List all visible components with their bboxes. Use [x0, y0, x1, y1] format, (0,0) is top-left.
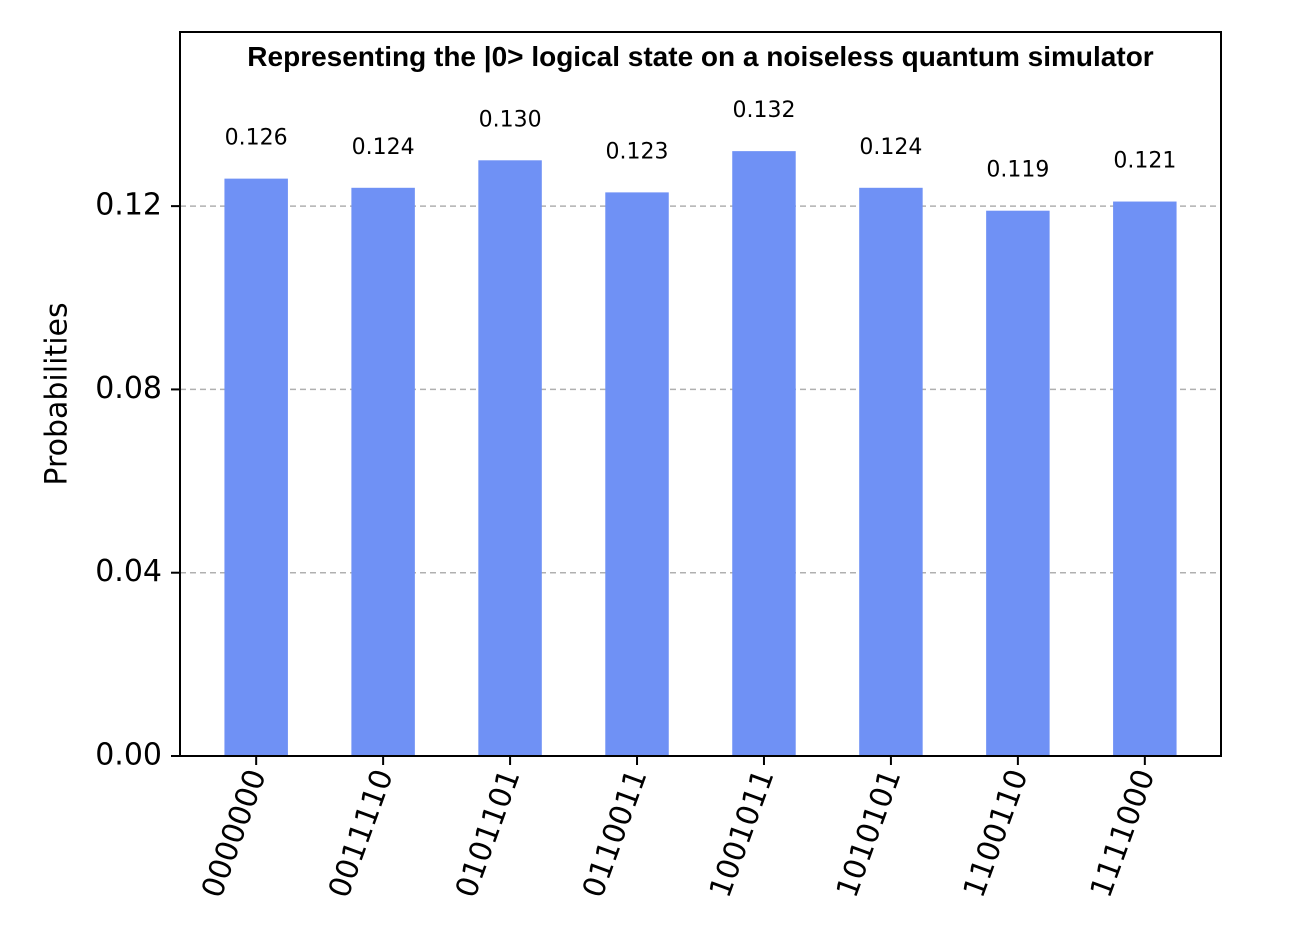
x-axis: 0000000 0011110 0101101 0110011 1001011 10101…	[195, 756, 1162, 902]
x-tick-label: 1010101	[830, 765, 909, 903]
x-tick-label: 1001011	[703, 765, 782, 903]
data-label: 0.130	[479, 107, 542, 132]
bars	[224, 151, 1177, 757]
y-axis-label: Probabilities	[40, 302, 75, 485]
data-labels: 0.126 0.124 0.130 0.123 0.132 0.124 0.119 0.121	[225, 98, 1177, 183]
y-tick-label: 0.00	[95, 738, 162, 773]
x-tick-label: 0000000	[195, 765, 274, 903]
bar-0011110	[351, 187, 415, 756]
bar-1010101	[859, 187, 923, 756]
bar-1001011	[732, 151, 796, 757]
bar-0110011	[605, 192, 669, 756]
data-label: 0.124	[859, 135, 922, 160]
data-label: 0.126	[225, 126, 288, 151]
y-axis: 0.00 0.04 0.08 0.12	[95, 188, 180, 773]
bar-1100110	[986, 210, 1050, 756]
y-tick-label: 0.08	[95, 371, 162, 406]
x-tick-label: 0011110	[322, 765, 401, 903]
y-tick-label: 0.12	[95, 188, 162, 223]
x-tick-label: 0110011	[576, 765, 655, 903]
bar-1111000	[1113, 201, 1177, 756]
data-label: 0.123	[606, 139, 669, 164]
bar-0101101	[478, 160, 542, 756]
y-tick-label: 0.04	[95, 554, 162, 589]
x-tick-label: 1100110	[957, 765, 1036, 903]
data-label: 0.124	[352, 135, 415, 160]
x-tick-label: 1111000	[1084, 765, 1163, 903]
grid-lines	[180, 205, 1221, 574]
data-label: 0.119	[986, 158, 1049, 183]
x-tick-label: 0101101	[449, 765, 528, 903]
data-label: 0.132	[732, 98, 795, 123]
chart-title: Representing the |0> logical state on a …	[247, 41, 1153, 72]
plot-frame	[179, 31, 1222, 757]
bar-0000000	[224, 178, 288, 756]
data-label: 0.121	[1113, 149, 1176, 174]
